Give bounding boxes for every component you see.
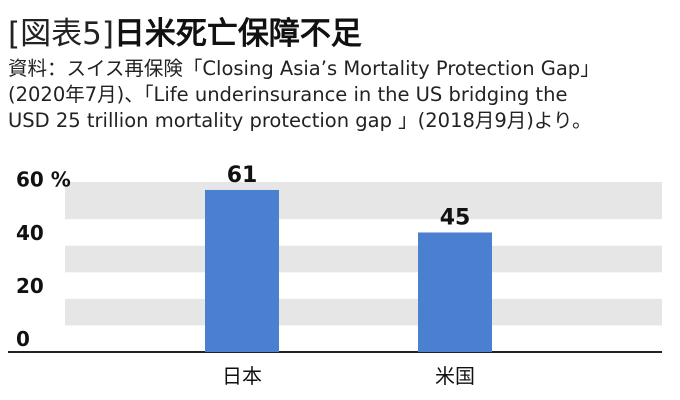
y-tick-label: 40 — [16, 221, 44, 245]
y-tick-label: 20 — [16, 274, 44, 298]
figure-number: [図表5] — [8, 16, 114, 52]
category-label: 日本 — [222, 364, 262, 388]
source-line: (2020年7月)、「Life underinsurance in the US… — [8, 83, 568, 106]
source-note: 資料：スイス再保険「Closing Asia’s Mortality Prote… — [8, 56, 672, 134]
source-line: 資料：スイス再保険「Closing Asia’s Mortality Prote… — [8, 57, 600, 80]
grid-band — [65, 298, 662, 326]
bar — [418, 232, 492, 352]
chart-title: 日米死亡保障不足 — [113, 16, 362, 52]
y-tick-label: 0 — [16, 327, 30, 351]
y-tick-label: 60 % — [16, 168, 71, 192]
source-line: USD 25 trillion mortality protection gap… — [8, 109, 592, 132]
data-label: 45 — [440, 205, 471, 230]
category-label: 米国 — [435, 364, 475, 388]
grid-band — [65, 182, 662, 220]
grid-band — [65, 245, 662, 273]
data-label: 61 — [227, 163, 258, 188]
figure-title: [図表5] 日米死亡保障不足 — [8, 8, 362, 52]
bar — [205, 189, 279, 352]
